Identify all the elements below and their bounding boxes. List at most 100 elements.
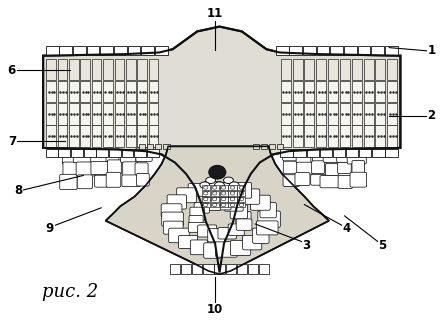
FancyBboxPatch shape: [63, 150, 80, 165]
FancyBboxPatch shape: [313, 150, 327, 163]
Bar: [372, 149, 384, 157]
Bar: [46, 103, 56, 125]
FancyBboxPatch shape: [311, 175, 327, 185]
FancyBboxPatch shape: [250, 195, 270, 210]
Bar: [375, 58, 385, 80]
FancyBboxPatch shape: [203, 201, 220, 210]
Circle shape: [203, 203, 208, 207]
Bar: [352, 58, 362, 80]
Bar: [69, 103, 79, 125]
Bar: [253, 144, 259, 149]
FancyBboxPatch shape: [194, 203, 209, 213]
Bar: [304, 103, 314, 125]
Bar: [126, 81, 136, 102]
Bar: [304, 81, 314, 102]
FancyBboxPatch shape: [188, 222, 207, 232]
Circle shape: [221, 203, 226, 207]
Bar: [364, 81, 374, 102]
Circle shape: [212, 192, 217, 195]
FancyBboxPatch shape: [326, 163, 338, 176]
Text: 8: 8: [14, 184, 23, 197]
Bar: [352, 103, 362, 125]
Polygon shape: [106, 146, 329, 274]
Bar: [170, 265, 180, 274]
FancyBboxPatch shape: [198, 225, 217, 237]
Bar: [346, 149, 358, 157]
Circle shape: [203, 192, 208, 195]
Bar: [385, 46, 398, 55]
Bar: [115, 125, 124, 147]
FancyBboxPatch shape: [312, 161, 325, 174]
Bar: [192, 265, 202, 274]
Bar: [387, 81, 397, 102]
Bar: [220, 191, 228, 196]
Bar: [134, 149, 146, 157]
FancyBboxPatch shape: [63, 162, 77, 176]
Bar: [115, 81, 124, 102]
Bar: [203, 265, 214, 274]
FancyBboxPatch shape: [338, 162, 351, 174]
Circle shape: [221, 192, 226, 195]
Bar: [387, 125, 397, 147]
Bar: [149, 58, 158, 80]
Ellipse shape: [229, 182, 239, 188]
Bar: [84, 149, 95, 157]
Bar: [277, 144, 284, 149]
FancyBboxPatch shape: [242, 189, 260, 204]
Text: 2: 2: [427, 109, 436, 122]
Bar: [304, 58, 314, 80]
Bar: [149, 125, 158, 147]
Bar: [202, 202, 210, 207]
Bar: [58, 103, 67, 125]
Bar: [126, 58, 136, 80]
Bar: [316, 103, 326, 125]
Bar: [289, 46, 302, 55]
Circle shape: [239, 186, 244, 189]
FancyBboxPatch shape: [352, 161, 365, 176]
Bar: [80, 58, 90, 80]
Polygon shape: [43, 27, 401, 273]
FancyBboxPatch shape: [95, 175, 108, 187]
Bar: [147, 144, 153, 149]
Bar: [340, 125, 350, 147]
Bar: [375, 125, 385, 147]
Bar: [269, 144, 276, 149]
Bar: [73, 46, 86, 55]
Circle shape: [221, 186, 226, 189]
Bar: [352, 125, 362, 147]
Circle shape: [212, 186, 217, 189]
Bar: [320, 149, 332, 157]
FancyBboxPatch shape: [177, 188, 196, 203]
Text: 7: 7: [8, 135, 16, 148]
Circle shape: [203, 198, 208, 201]
Bar: [115, 103, 124, 125]
FancyBboxPatch shape: [123, 162, 138, 177]
Bar: [228, 202, 237, 207]
Bar: [340, 58, 350, 80]
Bar: [58, 149, 70, 157]
Bar: [375, 103, 385, 125]
FancyBboxPatch shape: [208, 229, 225, 242]
Bar: [46, 58, 56, 80]
FancyBboxPatch shape: [236, 219, 252, 230]
Ellipse shape: [224, 177, 233, 184]
FancyBboxPatch shape: [137, 174, 149, 186]
Bar: [364, 103, 374, 125]
Text: 4: 4: [343, 222, 351, 235]
FancyBboxPatch shape: [320, 176, 339, 188]
Bar: [80, 103, 90, 125]
FancyBboxPatch shape: [90, 150, 108, 163]
Bar: [293, 125, 302, 147]
Text: 11: 11: [207, 7, 223, 20]
Circle shape: [239, 192, 244, 195]
Bar: [58, 58, 67, 80]
Bar: [114, 46, 127, 55]
Ellipse shape: [206, 177, 215, 184]
Bar: [281, 81, 291, 102]
Bar: [100, 46, 113, 55]
Bar: [103, 125, 113, 147]
FancyBboxPatch shape: [77, 175, 92, 189]
Bar: [276, 46, 289, 55]
Bar: [181, 265, 191, 274]
Ellipse shape: [209, 165, 226, 179]
